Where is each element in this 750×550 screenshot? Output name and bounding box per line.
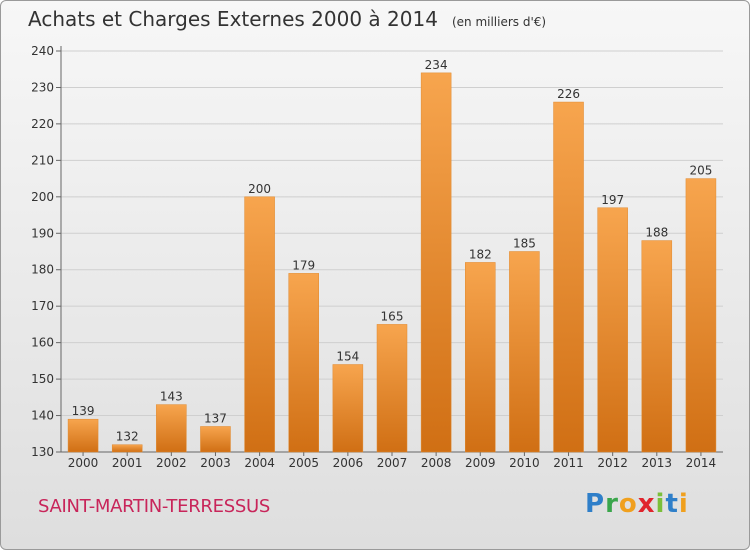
data-label: 132: [116, 430, 139, 444]
y-tick-label: 160: [31, 336, 54, 350]
x-tick-label: 2009: [465, 456, 496, 470]
x-tick-label: 2014: [686, 456, 717, 470]
bar: [332, 364, 364, 453]
data-label: 188: [645, 226, 668, 240]
bar: [685, 178, 717, 453]
x-tick-label: 2005: [288, 456, 319, 470]
data-label: 185: [513, 237, 536, 251]
x-tick-label: 2001: [112, 456, 143, 470]
x-tick-label: 2002: [156, 456, 187, 470]
x-tick-label: 2008: [421, 456, 452, 470]
bar: [244, 196, 275, 453]
logo-letter: i: [678, 489, 689, 519]
data-label: 234: [425, 58, 448, 72]
y-tick-label: 190: [31, 226, 54, 240]
logo-letter: x: [637, 489, 656, 519]
bar: [67, 418, 99, 453]
bar: [156, 404, 187, 453]
x-tick-label: 2011: [553, 456, 584, 470]
x-tick-label: 2007: [377, 456, 408, 470]
data-label: 205: [689, 164, 712, 178]
bar: [288, 273, 319, 453]
title-unit: (en milliers d'€): [451, 15, 547, 29]
bar: [597, 207, 628, 453]
y-tick-label: 220: [31, 117, 54, 131]
y-tick-label: 240: [31, 44, 54, 58]
x-tick-label: 2013: [642, 456, 673, 470]
bar: [420, 72, 452, 453]
y-tick-label: 140: [31, 409, 54, 423]
bar: [200, 426, 231, 453]
y-tick-label: 200: [31, 190, 54, 204]
data-label: 200: [248, 182, 271, 196]
y-tick-label: 130: [31, 445, 54, 459]
data-label: 197: [601, 193, 624, 207]
logo-letter: i: [655, 489, 666, 519]
data-label: 137: [204, 411, 227, 425]
data-label: 182: [469, 247, 492, 261]
x-tick-label: 2006: [333, 456, 364, 470]
data-label: 179: [292, 258, 315, 272]
y-tick-label: 230: [31, 80, 54, 94]
data-label: 165: [381, 309, 404, 323]
bar: [641, 240, 673, 453]
y-tick-label: 180: [31, 263, 54, 277]
data-label: 143: [160, 390, 183, 404]
data-label: 154: [336, 350, 359, 364]
chart-title: Achats et Charges Externes 2000 à 2014 (…: [28, 7, 546, 31]
y-tick-label: 210: [31, 153, 54, 167]
logo-letter: P: [585, 489, 606, 519]
y-tick-label: 150: [31, 372, 54, 386]
data-label: 139: [72, 404, 95, 418]
x-tick-label: 2010: [509, 456, 540, 470]
bar: [553, 101, 584, 453]
title-main: Achats et Charges Externes 2000 à 2014: [28, 7, 438, 31]
data-label: 226: [557, 87, 580, 101]
proxiti-logo[interactable]: Proxiti: [585, 489, 689, 519]
bar: [376, 324, 408, 453]
x-tick-label: 2004: [244, 456, 275, 470]
logo-letter: r: [605, 489, 619, 519]
x-tick-label: 2003: [200, 456, 231, 470]
bar: [465, 262, 496, 453]
commune-name: SAINT-MARTIN-TERRESSUS: [38, 496, 270, 517]
bars: [67, 72, 717, 453]
bar: [509, 251, 540, 453]
y-tick-label: 170: [31, 299, 54, 313]
logo-letter: o: [618, 489, 638, 519]
x-tick-label: 2000: [68, 456, 99, 470]
x-tick-label: 2012: [597, 456, 628, 470]
logo-letter: t: [665, 489, 679, 519]
bar: [111, 444, 143, 453]
data-labels: 139 132 143 137 200 179 154 165 234 182 185 226 197 1…: [72, 58, 713, 444]
